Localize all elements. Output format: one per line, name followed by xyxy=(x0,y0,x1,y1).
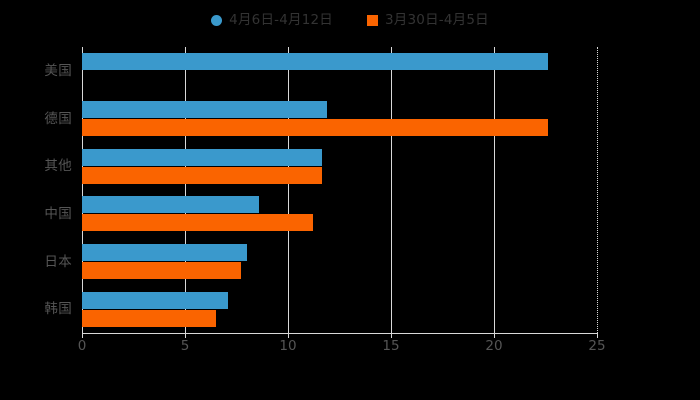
x-axis-label-10: 10 xyxy=(279,338,297,354)
y-axis-labels: 美国德国其他中国日本韩国 xyxy=(0,47,72,333)
bar-日本-4月6日-4月12日[interactable] xyxy=(82,244,247,261)
legend-marker-circle-icon xyxy=(211,14,223,26)
bar-韩国-3月30日-4月5日[interactable] xyxy=(82,309,216,327)
x-axis-line xyxy=(82,333,598,334)
x-axis-label-5: 5 xyxy=(180,338,190,354)
gridline-x-20 xyxy=(494,47,495,333)
chart-legend: 4月6日-4月12日 3月30日-4月5日 xyxy=(0,8,700,32)
gridline-x-10 xyxy=(288,47,289,333)
bar-韩国-4月6日-4月12日[interactable] xyxy=(82,291,229,309)
y-axis-label-日本: 日本 xyxy=(44,253,72,270)
y-axis-label-德国: 德国 xyxy=(44,110,72,127)
gridline-x-25 xyxy=(597,47,598,333)
legend-label-series-0: 4月6日-4月12日 xyxy=(229,12,333,28)
bar-其他-4月6日-4月12日[interactable] xyxy=(82,148,322,166)
x-tick-mark-25 xyxy=(597,333,598,338)
x-axis-label-0: 0 xyxy=(77,338,87,354)
bar-其他-3月30日-4月5日[interactable] xyxy=(82,166,322,184)
x-axis-label-15: 15 xyxy=(382,338,400,354)
bar-德国-3月30日-4月5日[interactable] xyxy=(82,119,548,136)
legend-label-series-1: 3月30日-4月5日 xyxy=(385,12,489,28)
y-axis-label-韩国: 韩国 xyxy=(44,301,72,318)
x-tick-mark-0 xyxy=(82,333,83,338)
y-axis-label-美国: 美国 xyxy=(44,62,72,79)
gridline-x-5 xyxy=(185,47,186,333)
y-axis-label-中国: 中国 xyxy=(44,205,72,222)
plot-area xyxy=(82,47,598,333)
y-axis-label-其他: 其他 xyxy=(44,158,72,175)
bar-美国-4月6日-4月12日[interactable] xyxy=(82,53,548,71)
gridline-x-15 xyxy=(391,47,392,333)
legend-item-series-1[interactable]: 3月30日-4月5日 xyxy=(367,13,489,27)
gridline-x-0 xyxy=(82,47,83,333)
x-tick-mark-15 xyxy=(391,333,392,338)
bar-德国-4月6日-4月12日[interactable] xyxy=(82,101,328,118)
x-tick-mark-20 xyxy=(494,333,495,338)
x-axis-labels: 0 5 10 15 20 25 xyxy=(0,338,700,358)
x-axis-label-25: 25 xyxy=(588,338,606,354)
bar-中国-4月6日-4月12日[interactable] xyxy=(82,196,260,214)
x-tick-mark-5 xyxy=(185,333,186,338)
x-axis-label-20: 20 xyxy=(485,338,503,354)
legend-item-series-0[interactable]: 4月6日-4月12日 xyxy=(211,13,333,27)
bar-中国-3月30日-4月5日[interactable] xyxy=(82,214,313,232)
bar-日本-3月30日-4月5日[interactable] xyxy=(82,262,241,279)
x-tick-mark-10 xyxy=(288,333,289,338)
legend-marker-square-icon xyxy=(367,14,378,26)
